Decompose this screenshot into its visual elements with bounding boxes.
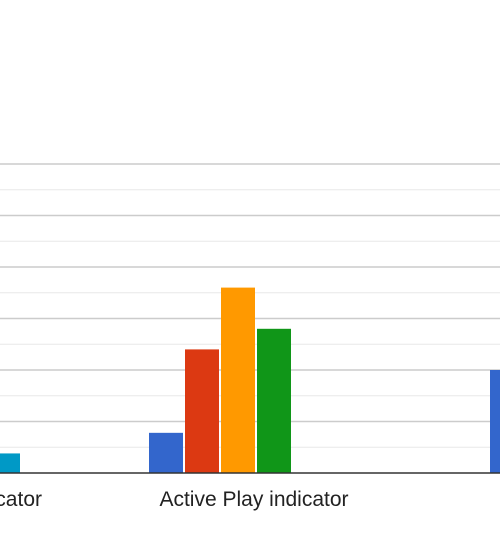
category-labels: …icator Active Play indicator: [0, 488, 349, 511]
bars: [0, 287, 500, 473]
bar-cat1-series1: [185, 349, 219, 473]
bar-cat0-series4: [0, 453, 20, 473]
bar-cat1-series2: [221, 287, 255, 473]
category-label-0: …icator: [0, 488, 42, 511]
bar-cat1-series0: [149, 432, 183, 473]
category-label-1: Active Play indicator: [159, 488, 348, 511]
bar-cat2-series0: [490, 370, 500, 473]
bar-cat1-series3: [257, 328, 291, 473]
